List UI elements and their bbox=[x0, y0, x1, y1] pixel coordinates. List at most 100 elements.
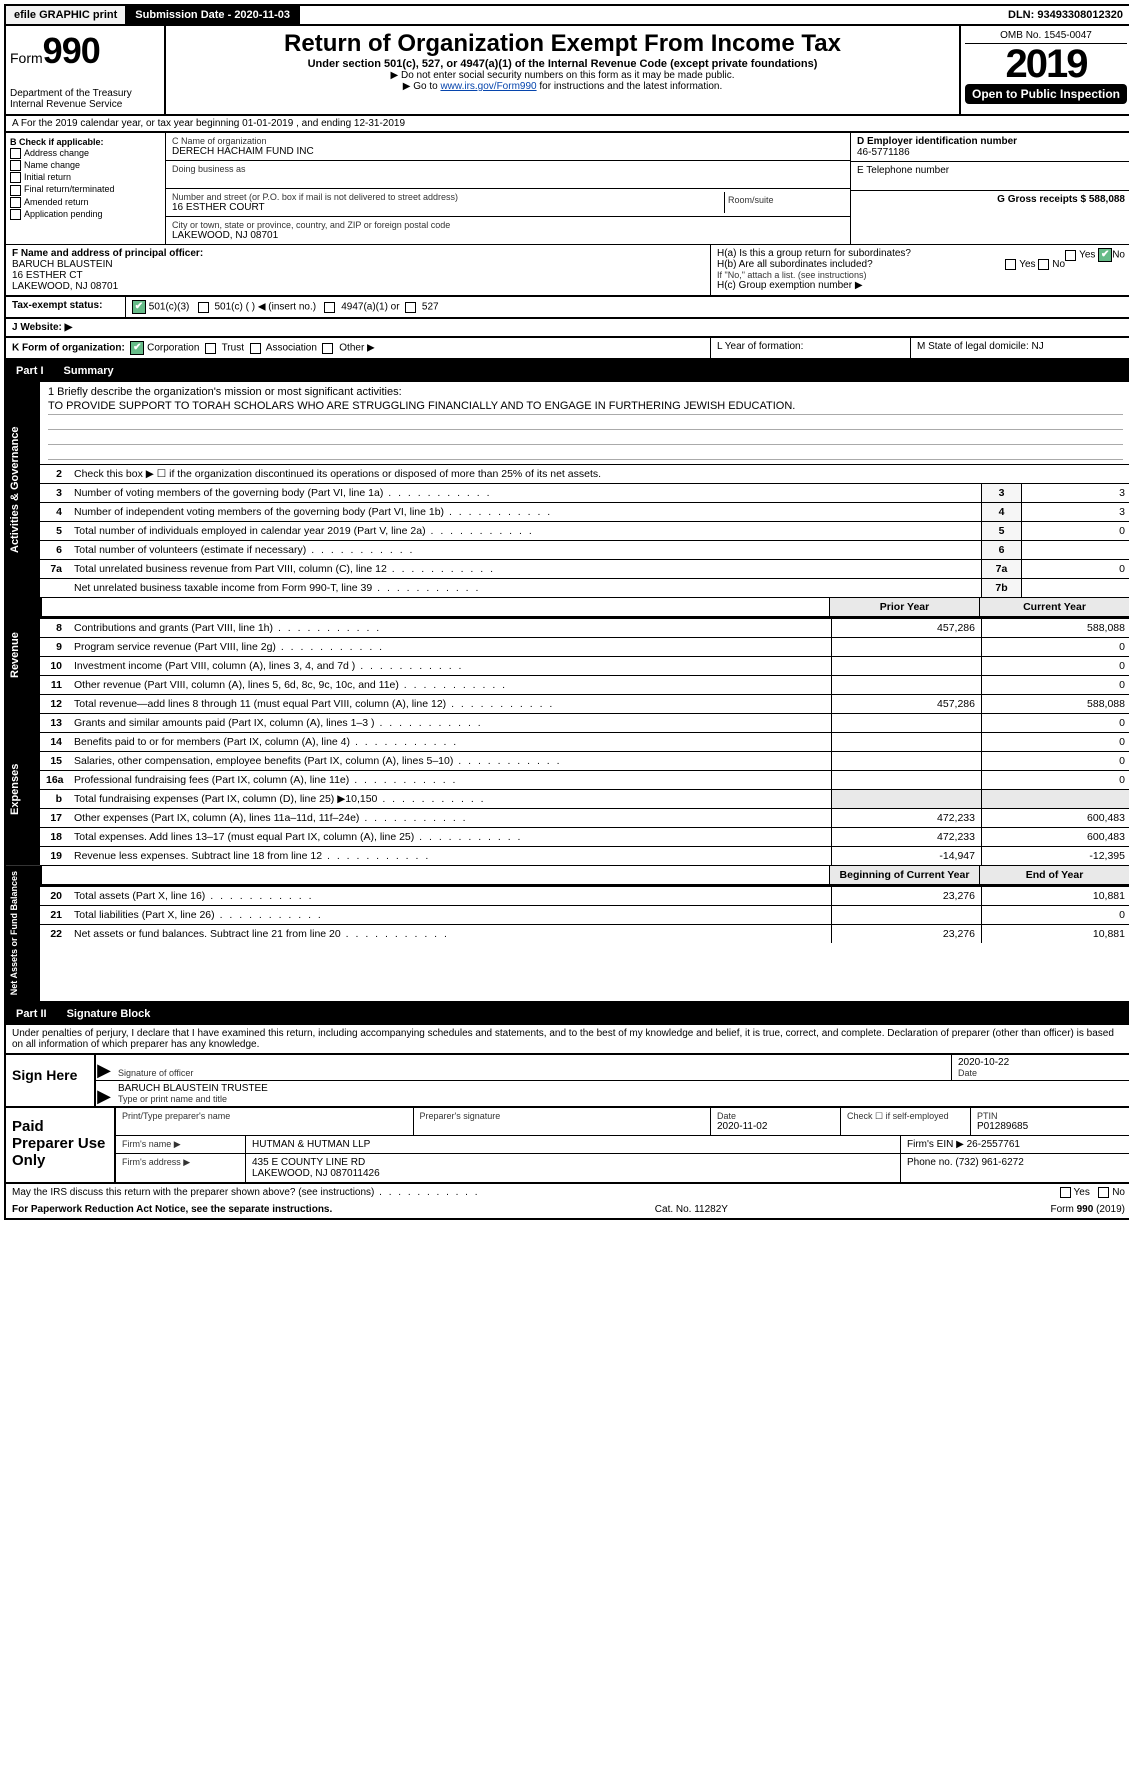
discuss-row: May the IRS discuss this return with the… bbox=[4, 1184, 1129, 1201]
table-row: 15Salaries, other compensation, employee… bbox=[40, 751, 1129, 770]
table-row: 9Program service revenue (Part VIII, lin… bbox=[40, 637, 1129, 656]
dba-label: Doing business as bbox=[172, 164, 844, 174]
state-domicile: M State of legal domicile: NJ bbox=[911, 338, 1129, 358]
col-defg: D Employer identification number 46-5771… bbox=[851, 133, 1129, 244]
dept-treasury: Department of the Treasury bbox=[10, 88, 160, 99]
chk-final[interactable]: Final return/terminated bbox=[10, 184, 161, 195]
hb-note: If "No," attach a list. (see instruction… bbox=[717, 270, 1125, 280]
vtab-governance: Activities & Governance bbox=[6, 382, 40, 597]
efile-label[interactable]: efile GRAPHIC print bbox=[6, 6, 127, 24]
check-icon: ✔ bbox=[130, 341, 144, 355]
row-klm: K Form of organization: ✔ Corporation Tr… bbox=[4, 338, 1129, 360]
chk-name[interactable]: Name change bbox=[10, 160, 161, 171]
gov-line: 4Number of independent voting members of… bbox=[40, 502, 1129, 521]
table-row: bTotal fundraising expenses (Part IX, co… bbox=[40, 789, 1129, 808]
perjury-text: Under penalties of perjury, I declare th… bbox=[4, 1025, 1129, 1055]
note-link: ▶ Go to www.irs.gov/Form990 for instruct… bbox=[172, 81, 953, 92]
form-number: Form990 bbox=[10, 30, 160, 72]
chk-address[interactable]: Address change bbox=[10, 148, 161, 159]
footer: For Paperwork Reduction Act Notice, see … bbox=[4, 1201, 1129, 1220]
firm-phone: Phone no. (732) 961-6272 bbox=[901, 1154, 1129, 1182]
chk-pending[interactable]: Application pending bbox=[10, 209, 161, 220]
paid-preparer: Paid Preparer Use Only Print/Type prepar… bbox=[4, 1108, 1129, 1184]
table-row: 17Other expenses (Part IX, column (A), l… bbox=[40, 808, 1129, 827]
vtab-revenue: Revenue bbox=[6, 597, 40, 713]
officer-addr1: 16 ESTHER CT bbox=[12, 270, 704, 281]
gov-line: 6Total number of volunteers (estimate if… bbox=[40, 540, 1129, 559]
check-icon: ✔ bbox=[132, 300, 146, 314]
note-ssn: ▶ Do not enter social security numbers o… bbox=[172, 70, 953, 81]
table-row: 22Net assets or fund balances. Subtract … bbox=[40, 924, 1129, 943]
submission-date: Submission Date - 2020-11-03 bbox=[127, 6, 300, 24]
arrow-icon: ▶ bbox=[96, 1055, 112, 1080]
form-header: Form990 Department of the Treasury Inter… bbox=[4, 26, 1129, 116]
chk-amended[interactable]: Amended return bbox=[10, 197, 161, 208]
table-row: 10Investment income (Part VIII, column (… bbox=[40, 656, 1129, 675]
discuss-yes[interactable] bbox=[1060, 1187, 1071, 1198]
table-row: 20Total assets (Part X, line 16)23,27610… bbox=[40, 886, 1129, 905]
ptin: P01289685 bbox=[977, 1121, 1125, 1132]
rev-header: Prior Year Current Year bbox=[40, 597, 1129, 618]
firm-addr1: 435 E COUNTY LINE RD bbox=[252, 1157, 894, 1168]
gov-line: 3Number of voting members of the governi… bbox=[40, 483, 1129, 502]
irs-label: Internal Revenue Service bbox=[10, 99, 160, 110]
arrow-icon: ▶ bbox=[96, 1081, 112, 1106]
tax-year: 2019 bbox=[965, 44, 1127, 84]
check-icon: ✔ bbox=[1098, 248, 1112, 262]
row-j: J Website: ▶ bbox=[4, 319, 1129, 338]
table-row: 21Total liabilities (Part X, line 26)0 bbox=[40, 905, 1129, 924]
telephone-label: E Telephone number bbox=[857, 165, 1125, 176]
sign-date: 2020-10-22 bbox=[958, 1057, 1125, 1068]
summary-exp: Expenses 13Grants and similar amounts pa… bbox=[4, 713, 1129, 865]
line-2: 2Check this box ▶ ☐ if the organization … bbox=[40, 464, 1129, 483]
irs-link[interactable]: www.irs.gov/Form990 bbox=[440, 81, 536, 92]
table-row: 8Contributions and grants (Part VIII, li… bbox=[40, 618, 1129, 637]
part1-header: Part ISummary bbox=[4, 360, 1129, 382]
officer-name: BARUCH BLAUSTEIN bbox=[12, 259, 704, 270]
table-row: 11Other revenue (Part VIII, column (A), … bbox=[40, 675, 1129, 694]
firm-ein: Firm's EIN ▶ 26-2557761 bbox=[901, 1136, 1129, 1153]
top-bar: efile GRAPHIC print Submission Date - 20… bbox=[4, 4, 1129, 26]
table-row: 12Total revenue—add lines 8 through 11 (… bbox=[40, 694, 1129, 713]
chk-initial[interactable]: Initial return bbox=[10, 172, 161, 183]
org-name: DERECH HACHAIM FUND INC bbox=[172, 146, 844, 157]
suite-label: Room/suite bbox=[728, 195, 841, 205]
hc-exemption: H(c) Group exemption number ▶ bbox=[717, 280, 1125, 291]
table-row: 14Benefits paid to or for members (Part … bbox=[40, 732, 1129, 751]
summary-rev: Revenue Prior Year Current Year 8Contrib… bbox=[4, 597, 1129, 713]
org-street: 16 ESTHER COURT bbox=[172, 202, 724, 213]
row-i: Tax-exempt status: ✔ 501(c)(3) 501(c) ( … bbox=[4, 297, 1129, 319]
ha-group: H(a) Is this a group return for subordin… bbox=[717, 248, 1125, 259]
gov-line: Net unrelated business taxable income fr… bbox=[40, 578, 1129, 597]
hb-subs: H(b) Are all subordinates included? Yes … bbox=[717, 259, 1125, 270]
row-f-h: F Name and address of principal officer:… bbox=[4, 245, 1129, 297]
discuss-no[interactable] bbox=[1098, 1187, 1109, 1198]
net-header: Beginning of Current Year End of Year bbox=[40, 865, 1129, 886]
mission-text: TO PROVIDE SUPPORT TO TORAH SCHOLARS WHO… bbox=[48, 398, 1123, 415]
part2-header: Part IISignature Block bbox=[4, 1003, 1129, 1025]
officer-printed: BARUCH BLAUSTEIN TRUSTEE bbox=[118, 1083, 1125, 1094]
form-title: Return of Organization Exempt From Incom… bbox=[172, 30, 953, 58]
gov-line: 7aTotal unrelated business revenue from … bbox=[40, 559, 1129, 578]
ein: 46-5771186 bbox=[857, 147, 1125, 158]
firm-addr2: LAKEWOOD, NJ 087011426 bbox=[252, 1168, 894, 1179]
firm-name: HUTMAN & HUTMAN LLP bbox=[246, 1136, 901, 1153]
vtab-expenses: Expenses bbox=[6, 713, 40, 865]
gross-receipts: G Gross receipts $ 588,088 bbox=[857, 194, 1125, 205]
sign-here: Sign Here ▶ Signature of officer 2020-10… bbox=[4, 1055, 1129, 1108]
summary: Activities & Governance 1 Briefly descri… bbox=[4, 382, 1129, 597]
vtab-netassets: Net Assets or Fund Balances bbox=[6, 865, 40, 1001]
org-city: LAKEWOOD, NJ 08701 bbox=[172, 230, 844, 241]
gov-line: 5Total number of individuals employed in… bbox=[40, 521, 1129, 540]
year-formation: L Year of formation: bbox=[711, 338, 911, 358]
sig-label: Signature of officer bbox=[118, 1068, 945, 1078]
dln: DLN: 93493308012320 bbox=[1000, 6, 1129, 24]
table-row: 18Total expenses. Add lines 13–17 (must … bbox=[40, 827, 1129, 846]
row-a-period: A For the 2019 calendar year, or tax yea… bbox=[4, 116, 1129, 133]
section-bcdefg: B Check if applicable: Address change Na… bbox=[4, 133, 1129, 245]
mission: 1 Briefly describe the organization's mi… bbox=[40, 382, 1129, 464]
table-row: 19Revenue less expenses. Subtract line 1… bbox=[40, 846, 1129, 865]
prep-date: 2020-11-02 bbox=[717, 1121, 834, 1132]
table-row: 13Grants and similar amounts paid (Part … bbox=[40, 713, 1129, 732]
self-employed-check[interactable]: Check ☐ if self-employed bbox=[847, 1111, 964, 1122]
